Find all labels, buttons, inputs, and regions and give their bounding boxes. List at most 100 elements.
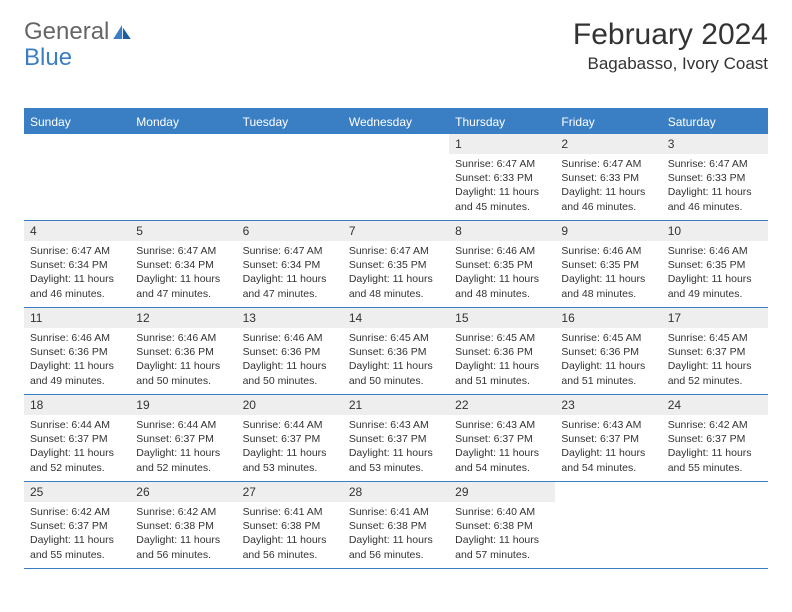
- day-number: 10: [662, 221, 768, 241]
- day-number: 11: [24, 308, 130, 328]
- sunset-text: Sunset: 6:36 PM: [136, 345, 230, 359]
- logo-sail-icon: [113, 25, 131, 39]
- day-number: 29: [449, 482, 555, 502]
- daylight-text: Daylight: 11 hours and 53 minutes.: [243, 446, 337, 474]
- day-number: 13: [237, 308, 343, 328]
- weekday-header: Tuesday: [237, 110, 343, 134]
- daylight-text: Daylight: 11 hours and 48 minutes.: [561, 272, 655, 300]
- sunrise-text: Sunrise: 6:43 AM: [561, 418, 655, 432]
- sunrise-text: Sunrise: 6:47 AM: [349, 244, 443, 258]
- daylight-text: Daylight: 11 hours and 54 minutes.: [455, 446, 549, 474]
- day-number: 27: [237, 482, 343, 502]
- day-cell: 16Sunrise: 6:45 AMSunset: 6:36 PMDayligh…: [555, 308, 661, 394]
- day-cell: [130, 134, 236, 220]
- daylight-text: Daylight: 11 hours and 55 minutes.: [668, 446, 762, 474]
- day-body: Sunrise: 6:47 AMSunset: 6:34 PMDaylight:…: [24, 241, 130, 307]
- week-row: 25Sunrise: 6:42 AMSunset: 6:37 PMDayligh…: [24, 482, 768, 569]
- day-body: Sunrise: 6:47 AMSunset: 6:33 PMDaylight:…: [662, 154, 768, 220]
- daylight-text: Daylight: 11 hours and 47 minutes.: [243, 272, 337, 300]
- sunrise-text: Sunrise: 6:46 AM: [30, 331, 124, 345]
- sunset-text: Sunset: 6:37 PM: [668, 432, 762, 446]
- daylight-text: Daylight: 11 hours and 54 minutes.: [561, 446, 655, 474]
- day-body: Sunrise: 6:45 AMSunset: 6:36 PMDaylight:…: [449, 328, 555, 394]
- title-block: February 2024 Bagabasso, Ivory Coast: [573, 18, 768, 74]
- day-cell: [555, 482, 661, 568]
- daylight-text: Daylight: 11 hours and 52 minutes.: [136, 446, 230, 474]
- sunset-text: Sunset: 6:36 PM: [349, 345, 443, 359]
- daylight-text: Daylight: 11 hours and 50 minutes.: [136, 359, 230, 387]
- day-cell: 20Sunrise: 6:44 AMSunset: 6:37 PMDayligh…: [237, 395, 343, 481]
- day-number: 24: [662, 395, 768, 415]
- sunrise-text: Sunrise: 6:47 AM: [668, 157, 762, 171]
- day-body: Sunrise: 6:46 AMSunset: 6:35 PMDaylight:…: [555, 241, 661, 307]
- day-number: 9: [555, 221, 661, 241]
- sunset-text: Sunset: 6:36 PM: [243, 345, 337, 359]
- sunset-text: Sunset: 6:37 PM: [136, 432, 230, 446]
- daylight-text: Daylight: 11 hours and 46 minutes.: [561, 185, 655, 213]
- day-cell: 5Sunrise: 6:47 AMSunset: 6:34 PMDaylight…: [130, 221, 236, 307]
- sunrise-text: Sunrise: 6:47 AM: [243, 244, 337, 258]
- sunset-text: Sunset: 6:37 PM: [349, 432, 443, 446]
- day-cell: 27Sunrise: 6:41 AMSunset: 6:38 PMDayligh…: [237, 482, 343, 568]
- day-cell: 1Sunrise: 6:47 AMSunset: 6:33 PMDaylight…: [449, 134, 555, 220]
- sunrise-text: Sunrise: 6:45 AM: [455, 331, 549, 345]
- sunset-text: Sunset: 6:36 PM: [455, 345, 549, 359]
- day-body: Sunrise: 6:42 AMSunset: 6:37 PMDaylight:…: [24, 502, 130, 568]
- logo: General: [24, 18, 133, 46]
- daylight-text: Daylight: 11 hours and 57 minutes.: [455, 533, 549, 561]
- sunset-text: Sunset: 6:36 PM: [30, 345, 124, 359]
- day-number: 17: [662, 308, 768, 328]
- day-cell: 22Sunrise: 6:43 AMSunset: 6:37 PMDayligh…: [449, 395, 555, 481]
- sunset-text: Sunset: 6:37 PM: [30, 432, 124, 446]
- day-body: Sunrise: 6:46 AMSunset: 6:35 PMDaylight:…: [449, 241, 555, 307]
- day-body: Sunrise: 6:41 AMSunset: 6:38 PMDaylight:…: [237, 502, 343, 568]
- daylight-text: Daylight: 11 hours and 53 minutes.: [349, 446, 443, 474]
- logo-text-blue: Blue: [24, 44, 72, 71]
- day-cell: [662, 482, 768, 568]
- sunset-text: Sunset: 6:35 PM: [561, 258, 655, 272]
- sunrise-text: Sunrise: 6:44 AM: [243, 418, 337, 432]
- day-number: 4: [24, 221, 130, 241]
- logo-text-general: General: [24, 18, 109, 46]
- sunrise-text: Sunrise: 6:46 AM: [455, 244, 549, 258]
- daylight-text: Daylight: 11 hours and 51 minutes.: [561, 359, 655, 387]
- day-body: Sunrise: 6:43 AMSunset: 6:37 PMDaylight:…: [449, 415, 555, 481]
- daylight-text: Daylight: 11 hours and 52 minutes.: [30, 446, 124, 474]
- weekday-header: Saturday: [662, 110, 768, 134]
- sunrise-text: Sunrise: 6:45 AM: [561, 331, 655, 345]
- sunset-text: Sunset: 6:34 PM: [243, 258, 337, 272]
- day-cell: 18Sunrise: 6:44 AMSunset: 6:37 PMDayligh…: [24, 395, 130, 481]
- daylight-text: Daylight: 11 hours and 48 minutes.: [455, 272, 549, 300]
- sunset-text: Sunset: 6:33 PM: [668, 171, 762, 185]
- day-cell: 17Sunrise: 6:45 AMSunset: 6:37 PMDayligh…: [662, 308, 768, 394]
- logo-blue-wrap: Blue: [24, 44, 72, 72]
- day-body: Sunrise: 6:47 AMSunset: 6:33 PMDaylight:…: [555, 154, 661, 220]
- daylight-text: Daylight: 11 hours and 50 minutes.: [243, 359, 337, 387]
- day-body: Sunrise: 6:47 AMSunset: 6:35 PMDaylight:…: [343, 241, 449, 307]
- day-body: Sunrise: 6:40 AMSunset: 6:38 PMDaylight:…: [449, 502, 555, 568]
- weekday-header: Thursday: [449, 110, 555, 134]
- sunrise-text: Sunrise: 6:47 AM: [455, 157, 549, 171]
- day-body: Sunrise: 6:43 AMSunset: 6:37 PMDaylight:…: [343, 415, 449, 481]
- day-cell: [343, 134, 449, 220]
- day-number: 3: [662, 134, 768, 154]
- sunrise-text: Sunrise: 6:44 AM: [30, 418, 124, 432]
- sunrise-text: Sunrise: 6:40 AM: [455, 505, 549, 519]
- sunrise-text: Sunrise: 6:42 AM: [136, 505, 230, 519]
- sunrise-text: Sunrise: 6:46 AM: [668, 244, 762, 258]
- sunrise-text: Sunrise: 6:46 AM: [243, 331, 337, 345]
- day-number: 25: [24, 482, 130, 502]
- day-cell: 4Sunrise: 6:47 AMSunset: 6:34 PMDaylight…: [24, 221, 130, 307]
- day-number: 14: [343, 308, 449, 328]
- sunset-text: Sunset: 6:38 PM: [243, 519, 337, 533]
- sunset-text: Sunset: 6:36 PM: [561, 345, 655, 359]
- day-cell: 14Sunrise: 6:45 AMSunset: 6:36 PMDayligh…: [343, 308, 449, 394]
- weekday-header: Monday: [130, 110, 236, 134]
- sunset-text: Sunset: 6:35 PM: [349, 258, 443, 272]
- day-number: 22: [449, 395, 555, 415]
- sunrise-text: Sunrise: 6:42 AM: [668, 418, 762, 432]
- weeks-container: 1Sunrise: 6:47 AMSunset: 6:33 PMDaylight…: [24, 134, 768, 569]
- sunset-text: Sunset: 6:37 PM: [668, 345, 762, 359]
- day-body: Sunrise: 6:46 AMSunset: 6:35 PMDaylight:…: [662, 241, 768, 307]
- sunset-text: Sunset: 6:38 PM: [136, 519, 230, 533]
